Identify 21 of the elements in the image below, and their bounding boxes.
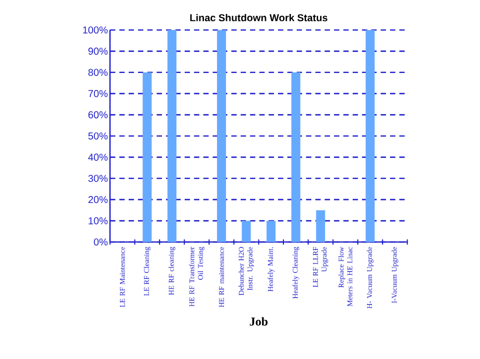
y-tick-label: 20% xyxy=(88,196,108,204)
y-tick-label: 10% xyxy=(88,217,108,224)
y-tick-label: 70% xyxy=(88,90,108,98)
y-tick-label: 100% xyxy=(83,26,108,34)
bar xyxy=(217,30,226,242)
bar xyxy=(242,220,251,242)
y-tick-label: 60% xyxy=(88,111,108,118)
bar xyxy=(316,210,326,242)
bar xyxy=(266,220,276,242)
chart-title: Linac Shutdown Work Status xyxy=(190,14,328,22)
bar xyxy=(167,30,176,242)
y-tick-label: 90% xyxy=(88,48,108,55)
y-tick-label: 50% xyxy=(88,132,108,140)
y-tick-label: 30% xyxy=(88,174,108,182)
y-tick-label: 40% xyxy=(88,154,108,161)
y-tick-label: 0% xyxy=(94,238,108,246)
bar xyxy=(142,72,152,242)
bar xyxy=(366,30,375,242)
bar xyxy=(291,72,300,242)
y-tick-label: 80% xyxy=(88,68,108,76)
x-axis-title: Job xyxy=(250,317,268,326)
